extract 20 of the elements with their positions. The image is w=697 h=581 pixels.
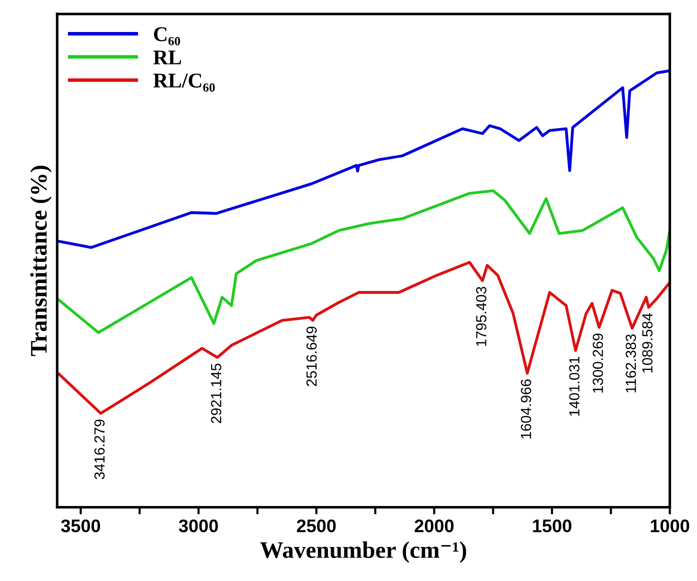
annotation: 1604.966 <box>520 379 532 438</box>
x-tick-label: 2000 <box>414 519 454 532</box>
annotation: 1162.383 <box>626 334 636 392</box>
annotation: 1300.269 <box>592 334 604 393</box>
x-tick-label: 1000 <box>650 519 690 532</box>
annotation: 1795.403 <box>476 286 486 346</box>
x-tick-label: 1500 <box>533 519 572 532</box>
annotation: 1089.584 <box>642 313 653 373</box>
y-axis-title: Transmittance (%) <box>30 166 52 356</box>
annotation: 3416.279 <box>94 420 105 480</box>
x-tick-label: 2500 <box>296 519 336 532</box>
annotation: 2516.649 <box>306 326 317 386</box>
legend-label: C₆₀ <box>154 27 180 46</box>
annotation: 2921.145 <box>210 364 222 424</box>
annotation: 1401.031 <box>569 356 580 416</box>
legend-label: RL/C₆₀ <box>153 74 215 92</box>
x-tick-label: 3000 <box>178 519 218 532</box>
legend-label: RL <box>153 50 182 64</box>
x-tick-label: 3500 <box>61 519 100 532</box>
x-axis-title: Wavenumber (cm⁻¹) <box>260 541 466 563</box>
